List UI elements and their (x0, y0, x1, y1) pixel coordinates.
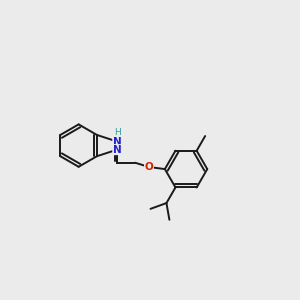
Text: H: H (114, 128, 121, 137)
Text: N: N (113, 145, 122, 154)
Text: O: O (145, 162, 153, 172)
Text: N: N (113, 136, 122, 146)
